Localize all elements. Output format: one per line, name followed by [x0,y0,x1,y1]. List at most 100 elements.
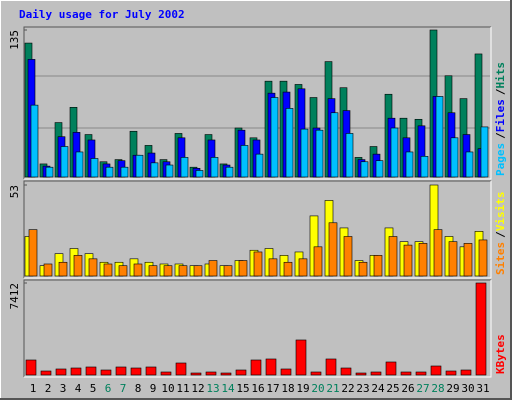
bar [415,371,427,376]
bar [225,166,234,178]
bar [238,260,248,277]
legend-separator: / [494,88,507,95]
bar [480,126,489,178]
bar [70,367,82,376]
x-tick-label: 29 [446,382,459,395]
bar [343,236,353,277]
x-tick-label: 17 [266,382,279,395]
bar [208,260,218,277]
x-tick-label: 22 [341,382,354,395]
bar [325,358,337,376]
bar [280,368,292,376]
bar [175,362,187,376]
y-tick-label: 135 [8,30,21,50]
bar [115,366,127,376]
bar [75,151,84,178]
bar [310,371,322,376]
bar [90,158,99,178]
legend: KBytes [494,334,507,374]
panel-bevel [24,181,492,279]
x-tick-label: 31 [476,382,489,395]
bar [55,368,67,376]
panel-bevel [23,26,491,179]
x-tick-label: 16 [251,382,264,395]
x-tick-label: 18 [281,382,294,395]
bar [253,251,263,277]
legend-entry: Files [494,99,507,132]
bar [300,128,309,178]
bar [268,258,278,277]
legend-separator: / [494,231,507,238]
bar [205,371,217,376]
panel-bevel [24,280,492,378]
bar [265,358,277,376]
bar [105,166,114,178]
bar [328,222,338,277]
bar [103,263,113,277]
x-tick-label: 28 [431,382,444,395]
panel-bevel [23,180,491,278]
x-tick-label: 4 [75,382,82,395]
x-tick-label: 3 [60,382,67,395]
bar [178,265,188,277]
legend: Sites /Visits [494,192,507,276]
y-tick-label: 53 [8,185,21,198]
bar [373,255,383,277]
bar [190,372,202,376]
bar [235,369,247,376]
legend-entry: Sites [494,242,507,275]
bar [193,265,203,277]
y-tick-label: 7412 [8,283,21,310]
bar [100,369,112,376]
bar [160,371,172,376]
bar [165,164,174,178]
bar [360,161,369,178]
bar [375,160,384,178]
legend-entry: Pages [494,143,507,176]
bar [345,133,354,178]
bar [405,151,414,178]
bar [163,265,173,277]
bar [135,154,144,178]
x-tick-label: 14 [221,382,235,395]
x-tick-label: 2 [45,382,52,395]
bar [60,146,69,178]
x-tick-label: 6 [105,382,112,395]
bar [430,365,442,376]
bar [40,370,52,376]
bar [385,361,397,376]
bar [43,263,53,277]
bar [28,229,38,277]
bar [403,244,413,277]
x-tick-label: 21 [326,382,339,395]
x-tick-label: 27 [416,382,429,395]
x-tick-label: 15 [236,382,249,395]
bar [465,151,474,178]
x-tick-label: 10 [161,382,174,395]
x-tick-label: 25 [386,382,399,395]
bar [130,367,142,376]
bar [255,153,264,178]
bar [388,236,398,277]
bar [390,127,399,178]
x-tick-label: 5 [90,382,97,395]
chart-title: Daily usage for July 2002 [19,8,185,21]
bar [25,359,37,376]
legend-entry: Visits [494,192,507,232]
panel-bevel [24,27,492,180]
bar [418,243,428,277]
x-tick-label: 1 [30,382,37,395]
x-tick-label: 26 [401,382,414,395]
bar [223,265,233,277]
bar [240,145,249,178]
bar [148,265,158,277]
legend: Pages/Files/Hits [494,62,507,176]
bar [340,367,352,376]
bar [433,229,443,277]
x-tick-label: 23 [356,382,369,395]
bar [358,261,368,277]
bar [210,157,219,178]
bar [295,339,307,376]
